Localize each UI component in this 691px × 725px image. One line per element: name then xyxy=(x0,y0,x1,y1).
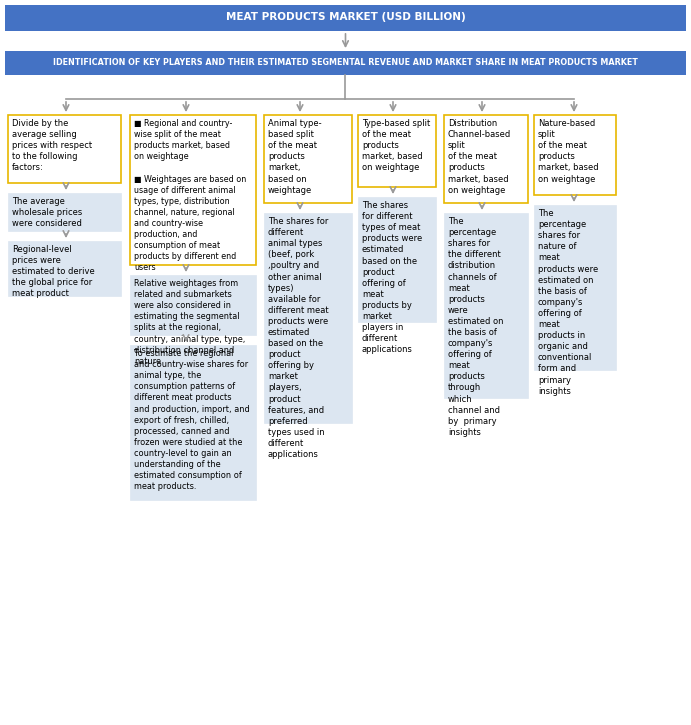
FancyBboxPatch shape xyxy=(264,115,352,203)
Text: Nature-based
split
of the meat
products
market, based
on weightage: Nature-based split of the meat products … xyxy=(538,119,598,183)
FancyBboxPatch shape xyxy=(130,275,256,335)
Text: Type-based split
of the meat
products
market, based
on weightage: Type-based split of the meat products ma… xyxy=(362,119,430,173)
Text: Relative weightages from
related and submarkets
were also considered in
estimati: Relative weightages from related and sub… xyxy=(134,279,245,365)
FancyBboxPatch shape xyxy=(130,345,256,500)
Text: MEAT PRODUCTS MARKET (USD BILLION): MEAT PRODUCTS MARKET (USD BILLION) xyxy=(226,12,465,22)
FancyBboxPatch shape xyxy=(358,197,436,322)
FancyBboxPatch shape xyxy=(358,115,436,187)
Text: Regional-level
prices were
estimated to derive
the global price for
meat product: Regional-level prices were estimated to … xyxy=(12,245,95,299)
Text: The shares
for different
types of meat
products were
estimated
based on the
prod: The shares for different types of meat p… xyxy=(362,201,422,355)
Text: Animal type-
based split
of the meat
products
market,
based on
weightage: Animal type- based split of the meat pro… xyxy=(268,119,321,194)
FancyBboxPatch shape xyxy=(534,115,616,195)
FancyBboxPatch shape xyxy=(8,115,121,183)
FancyBboxPatch shape xyxy=(130,115,256,265)
FancyBboxPatch shape xyxy=(444,213,528,398)
Text: The
percentage
shares for
the different
distribution
channels of
meat
products
w: The percentage shares for the different … xyxy=(448,217,504,437)
FancyBboxPatch shape xyxy=(5,5,686,31)
Text: The shares for
different
animal types
(beef, pork
,poultry and
other animal
type: The shares for different animal types (b… xyxy=(268,217,329,459)
Text: IDENTIFICATION OF KEY PLAYERS AND THEIR ESTIMATED SEGMENTAL REVENUE AND MARKET S: IDENTIFICATION OF KEY PLAYERS AND THEIR … xyxy=(53,57,638,67)
Text: Distribution
Channel-based
split
of the meat
products
market, based
on weightage: Distribution Channel-based split of the … xyxy=(448,119,511,194)
FancyBboxPatch shape xyxy=(8,193,121,231)
Text: Divide by the
average selling
prices with respect
to the following
factors:: Divide by the average selling prices wit… xyxy=(12,119,92,173)
Text: The
percentage
shares for
nature of
meat
products were
estimated on
the basis of: The percentage shares for nature of meat… xyxy=(538,209,598,396)
FancyBboxPatch shape xyxy=(534,205,616,370)
Text: The average
wholesale prices
were considered: The average wholesale prices were consid… xyxy=(12,197,82,228)
FancyBboxPatch shape xyxy=(264,213,352,423)
Text: To estimate the regional
and country-wise shares for
animal type, the
consumptio: To estimate the regional and country-wis… xyxy=(134,349,249,492)
FancyBboxPatch shape xyxy=(444,115,528,203)
FancyBboxPatch shape xyxy=(5,51,686,75)
FancyBboxPatch shape xyxy=(8,241,121,296)
Text: ■ Regional and country-
wise split of the meat
products market, based
on weighta: ■ Regional and country- wise split of th… xyxy=(134,119,246,273)
